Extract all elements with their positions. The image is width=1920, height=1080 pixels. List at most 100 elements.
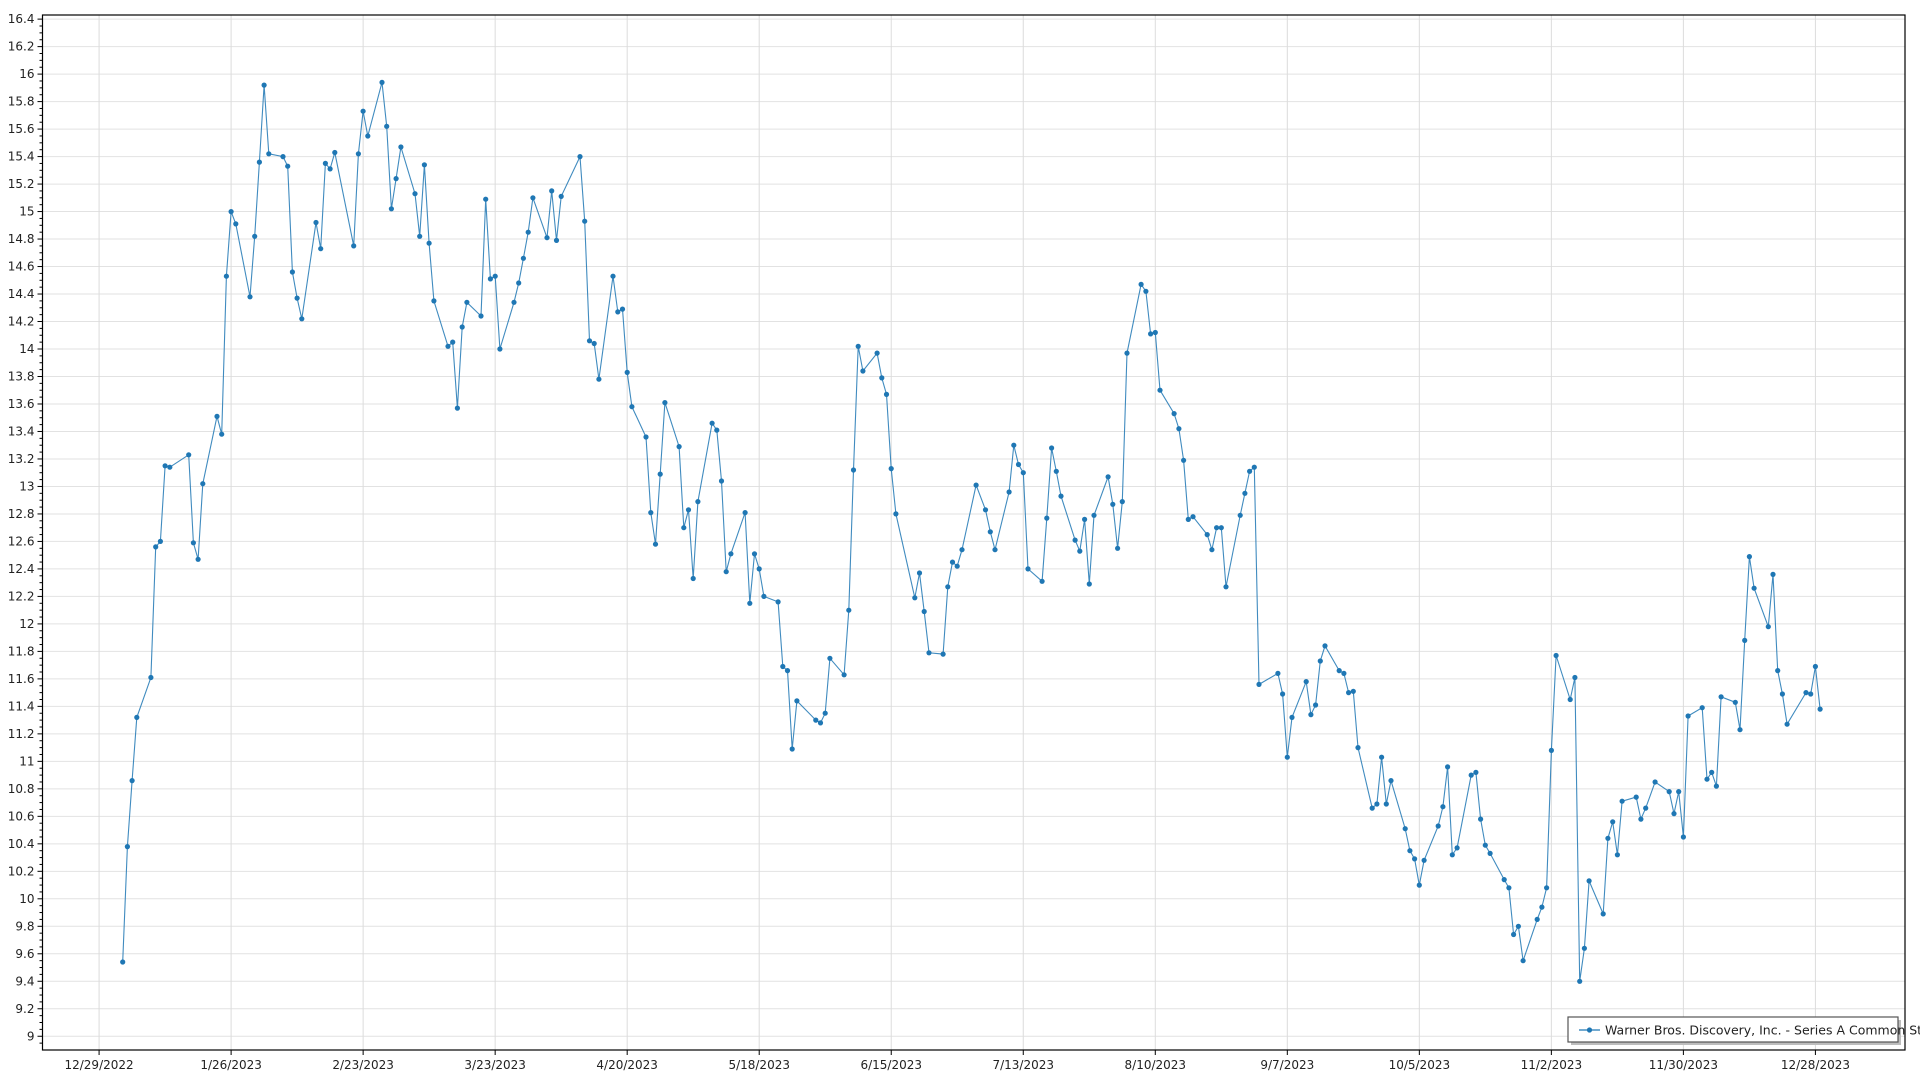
data-point [1666, 789, 1672, 795]
y-tick-label: 9.4 [15, 974, 34, 988]
y-tick-label: 9.2 [15, 1002, 34, 1016]
data-point [1350, 688, 1356, 694]
y-tick-label: 10 [19, 892, 34, 906]
series-line [122, 82, 1821, 982]
data-point [464, 299, 470, 305]
data-point [252, 233, 258, 239]
data-point [1039, 578, 1045, 584]
y-tick-label: 12.8 [8, 507, 35, 521]
data-point [1204, 532, 1210, 538]
data-point [1115, 545, 1121, 551]
data-point [1440, 804, 1446, 810]
data-point [1181, 457, 1187, 463]
plot-frame [41, 14, 1906, 1051]
data-point [1171, 411, 1177, 417]
data-point [761, 593, 767, 600]
data-point [676, 444, 682, 450]
data-point [874, 350, 880, 356]
data-point [643, 434, 649, 440]
data-point [582, 218, 588, 224]
data-point [1732, 699, 1738, 705]
data-point [883, 391, 890, 397]
data-point [454, 405, 460, 411]
y-tick-label: 14.8 [8, 232, 35, 246]
y-tick-label: 10.8 [8, 782, 35, 796]
data-point [219, 431, 225, 437]
data-point [1713, 783, 1719, 789]
data-point [516, 280, 522, 286]
y-tick-label: 9.6 [15, 947, 34, 961]
data-point [261, 82, 267, 88]
data-point [1388, 778, 1394, 784]
data-point [742, 509, 748, 516]
data-point [1209, 547, 1215, 553]
data-point [1341, 670, 1347, 677]
data-point [1077, 548, 1083, 554]
data-point [959, 547, 965, 553]
data-point [153, 544, 159, 550]
data-point [553, 237, 560, 243]
data-point [714, 427, 720, 433]
data-point [718, 478, 725, 484]
x-tick-label: 5/18/2023 [728, 1058, 790, 1072]
data-point [1643, 805, 1649, 811]
data-point [1478, 816, 1484, 822]
data-point [860, 368, 866, 374]
data-point [1105, 474, 1111, 480]
y-tick-label: 11.8 [8, 644, 35, 658]
data-point [1577, 978, 1583, 984]
data-point [313, 219, 319, 226]
data-point [223, 273, 229, 279]
data-point [1322, 643, 1328, 649]
data-point [1190, 514, 1196, 520]
data-point [1548, 747, 1554, 754]
data-point [992, 547, 998, 553]
legend: Warner Bros. Discovery, Inc. - Series A … [1567, 1016, 1920, 1045]
data-point [855, 343, 861, 349]
y-tick-label: 12 [19, 617, 34, 631]
y-tick-label: 11.2 [8, 727, 35, 741]
data-point [1775, 668, 1781, 674]
data-point [629, 404, 635, 410]
data-point [1454, 845, 1460, 851]
data-point [1119, 499, 1125, 505]
data-point [1812, 663, 1818, 670]
data-point [841, 672, 847, 678]
y-tick-label: 15 [19, 205, 34, 219]
data-point [1487, 850, 1493, 857]
data-point [1020, 470, 1026, 476]
data-point [280, 154, 286, 160]
y-tick-label: 15.6 [8, 122, 35, 136]
data-point [1289, 714, 1295, 721]
data-point [1317, 658, 1323, 664]
data-point [1157, 387, 1163, 393]
x-tick-label: 6/15/2023 [860, 1058, 922, 1072]
data-point [162, 463, 168, 469]
data-point [1346, 690, 1352, 696]
data-point [1435, 823, 1441, 829]
y-tick-label: 10.2 [8, 864, 35, 878]
data-point [879, 375, 885, 381]
data-point [1676, 789, 1682, 795]
data-point [1407, 848, 1413, 854]
data-point [365, 133, 371, 139]
data-point [1468, 772, 1474, 778]
y-tick-label: 9.8 [15, 919, 34, 933]
y-tick-label: 14.2 [8, 315, 35, 329]
data-point [256, 159, 262, 165]
data-point [492, 273, 498, 279]
data-point [393, 176, 399, 182]
data-point [1539, 904, 1545, 910]
data-point [648, 509, 654, 516]
data-point [751, 551, 758, 557]
data-point [596, 376, 602, 382]
data-point [1284, 754, 1290, 760]
y-tick-label: 11.6 [8, 672, 35, 686]
data-point [1237, 512, 1243, 518]
data-point [1610, 819, 1616, 825]
x-tick-label: 11/2/2023 [1521, 1058, 1583, 1072]
y-tick-label: 15.4 [8, 150, 35, 164]
data-point [973, 482, 979, 488]
data-point [709, 420, 715, 426]
data-point [1544, 885, 1550, 891]
